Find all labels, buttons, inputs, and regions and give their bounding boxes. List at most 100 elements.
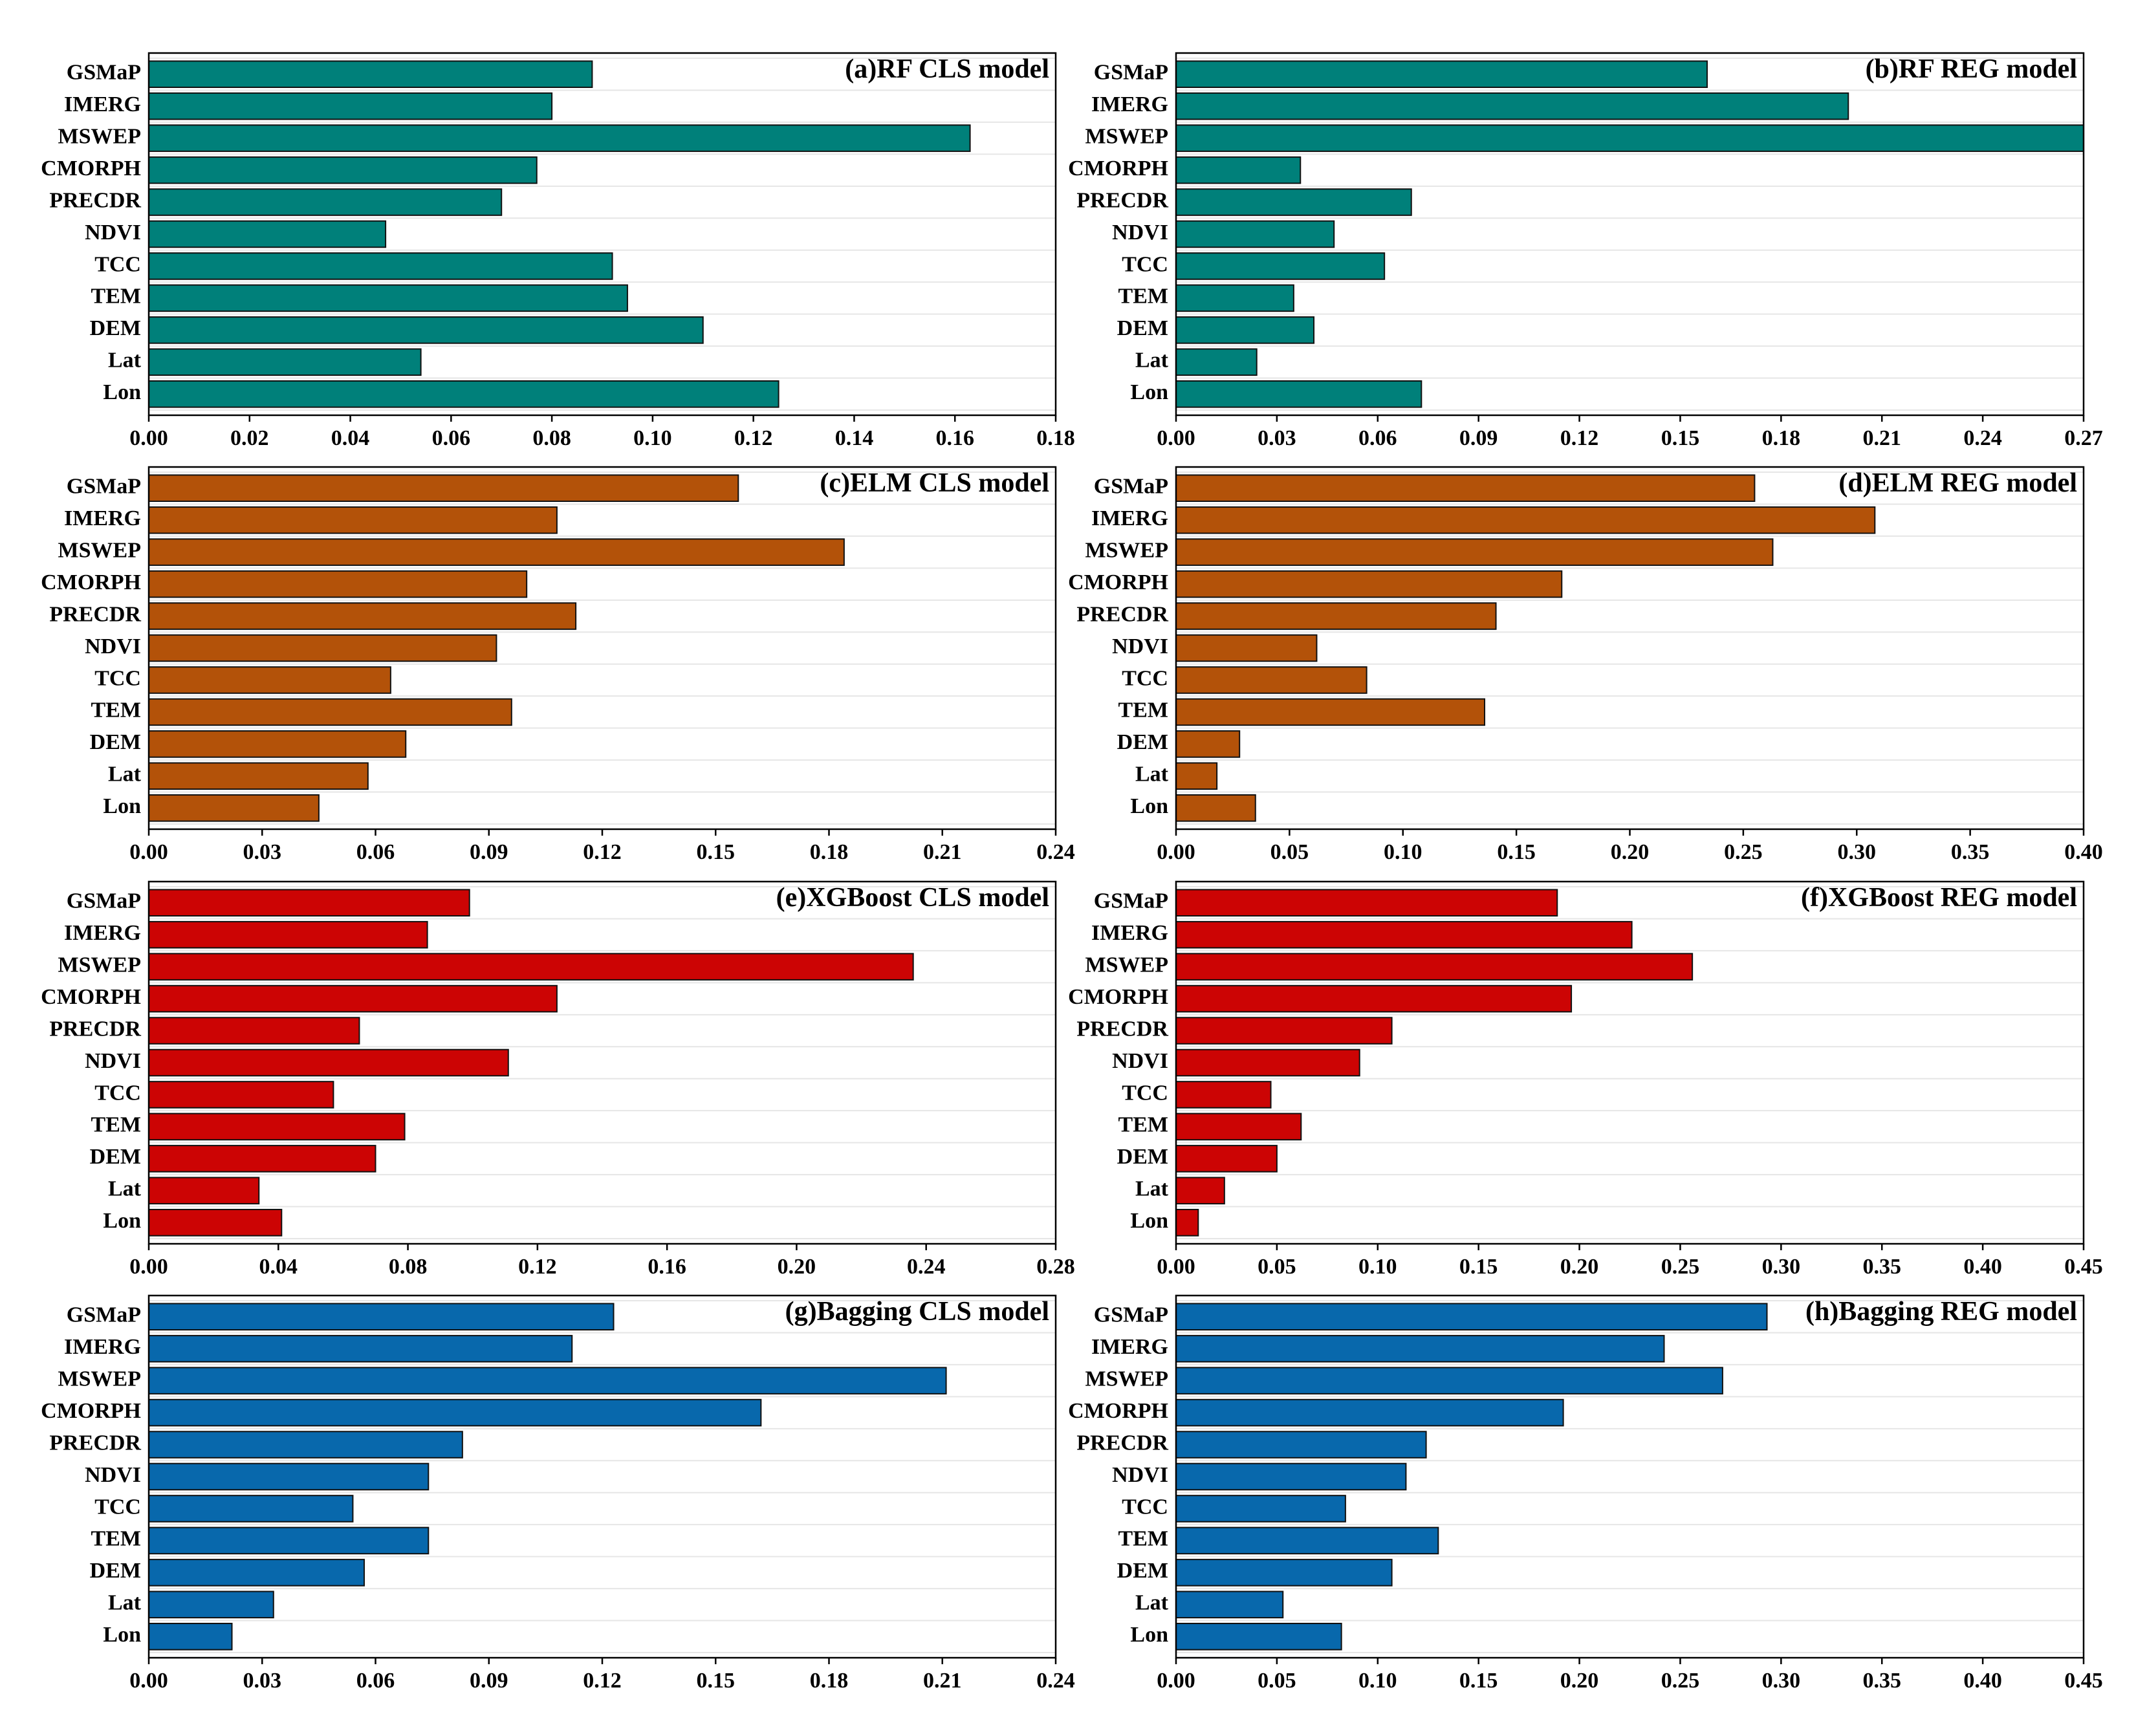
bar-precdr	[148, 1017, 360, 1045]
bar-dem	[148, 730, 407, 758]
x-tick-label: 0.05	[1258, 1255, 1296, 1279]
panel-title: (f)XGBoost REG model	[1801, 883, 2077, 913]
bar-mswep	[148, 953, 914, 981]
bar-lon	[1175, 1208, 1199, 1237]
bar-tcc	[148, 1081, 334, 1109]
panel-title: (g)Bagging CLS model	[785, 1297, 1049, 1327]
x-tick-label: 0.10	[633, 426, 672, 450]
x-tick-label: 0.00	[1157, 840, 1195, 864]
bar-cmorph	[1175, 570, 1563, 598]
category-label: TCC	[94, 252, 141, 276]
category-label: Lon	[103, 380, 141, 404]
category-label: GSMaP	[67, 889, 141, 913]
bar-tcc	[148, 252, 613, 280]
bar-lon	[148, 794, 320, 822]
category-label: MSWEP	[1085, 1367, 1168, 1391]
x-tick-label: 0.04	[259, 1255, 298, 1279]
category-label: MSWEP	[58, 953, 141, 977]
x-tick-label: 0.18	[1036, 426, 1075, 450]
x-tick-label: 0.40	[2064, 840, 2103, 864]
bar-cmorph	[1175, 984, 1573, 1013]
x-tick-label: 0.15	[697, 840, 736, 864]
category-label: PRECDR	[49, 602, 141, 626]
panel-title: (c)ELM CLS model	[820, 468, 1049, 498]
category-label: NDVI	[85, 1463, 141, 1487]
x-tick-label: 0.12	[518, 1255, 557, 1279]
x-tick-label: 0.00	[1157, 1255, 1195, 1279]
bar-lon	[1175, 1622, 1342, 1651]
bar-imerg	[148, 506, 558, 534]
bar-mswep	[148, 1367, 947, 1394]
x-tick-label: 0.35	[1951, 840, 1990, 864]
bar-lat	[148, 1177, 260, 1205]
category-label: CMORPH	[1068, 1399, 1168, 1423]
x-tick-label: 0.15	[697, 1669, 736, 1693]
bar-lat	[1175, 1590, 1284, 1619]
category-label: Lat	[108, 1177, 142, 1201]
x-tick-label: 0.05	[1258, 1669, 1296, 1693]
x-tick-label: 0.06	[356, 840, 395, 864]
category-label: MSWEP	[58, 538, 141, 562]
x-tick-label: 0.14	[835, 426, 874, 450]
category-label: TEM	[91, 1527, 141, 1551]
category-label: MSWEP	[58, 124, 141, 148]
bar-gsmap	[148, 60, 593, 89]
bar-ndvi	[148, 1048, 509, 1077]
bar-imerg	[1175, 92, 1849, 120]
category-label: CMORPH	[41, 570, 141, 594]
bar-cmorph	[148, 1398, 762, 1427]
bar-tcc	[1175, 1081, 1272, 1109]
category-label: NDVI	[1112, 635, 1168, 658]
category-label: PRECDR	[49, 1017, 141, 1041]
x-tick-label: 0.00	[129, 1669, 168, 1693]
x-tick-label: 0.12	[583, 840, 622, 864]
category-label: PRECDR	[49, 188, 141, 212]
x-tick-label: 0.00	[129, 426, 168, 450]
bar-precdr	[1175, 1431, 1427, 1459]
x-tick-label: 0.04	[331, 426, 370, 450]
bar-tem	[1175, 1526, 1439, 1555]
plot-frame	[147, 880, 1057, 1245]
bar-gsmap	[1175, 474, 1756, 503]
x-tick-label: 0.24	[907, 1255, 946, 1279]
x-tick-label: 0.08	[532, 426, 571, 450]
category-label: DEM	[1117, 730, 1168, 754]
category-label: TCC	[1122, 666, 1168, 690]
category-label: NDVI	[85, 1049, 141, 1073]
category-label: NDVI	[1112, 1049, 1168, 1073]
x-tick-label: 0.02	[230, 426, 269, 450]
category-label: DEM	[1117, 1559, 1168, 1583]
category-label: DEM	[1117, 316, 1168, 340]
x-tick-label: 0.15	[1497, 840, 1536, 864]
x-tick-label: 0.08	[389, 1255, 428, 1279]
plot-frame	[1175, 1294, 2085, 1659]
bar-tem	[148, 284, 628, 312]
category-label: Lat	[108, 763, 142, 787]
plot-frame	[1175, 880, 2085, 1245]
x-tick-label: 0.09	[470, 840, 508, 864]
bar-imerg	[148, 920, 428, 949]
category-label: Lon	[1130, 794, 1168, 818]
x-tick-label: 0.10	[1358, 1255, 1397, 1279]
category-label: TEM	[1118, 285, 1168, 309]
bar-cmorph	[148, 984, 558, 1013]
x-tick-label: 0.06	[1358, 426, 1397, 450]
category-label: Lat	[1135, 1177, 1169, 1201]
bar-mswep	[1175, 124, 2084, 152]
category-label: TEM	[91, 285, 141, 309]
category-label: CMORPH	[41, 1399, 141, 1423]
category-label: GSMaP	[1094, 889, 1168, 913]
x-tick-label: 0.20	[1560, 1669, 1599, 1693]
x-tick-label: 0.21	[1862, 426, 1901, 450]
bar-cmorph	[148, 156, 538, 184]
category-label: Lon	[1130, 380, 1168, 404]
x-tick-label: 0.35	[1862, 1255, 1901, 1279]
bar-tcc	[148, 1495, 354, 1523]
x-tick-label: 0.18	[1762, 426, 1801, 450]
x-tick-label: 0.15	[1459, 1255, 1498, 1279]
category-label: TCC	[1122, 1081, 1168, 1105]
bar-ndvi	[1175, 220, 1335, 248]
panel-8: GSMaP IMERG MSWEP CMORPH PRECDR NDVI TCC TEM DEM…	[1068, 1294, 2103, 1693]
category-label: IMERG	[64, 921, 141, 945]
category-label: TCC	[1122, 1495, 1168, 1519]
